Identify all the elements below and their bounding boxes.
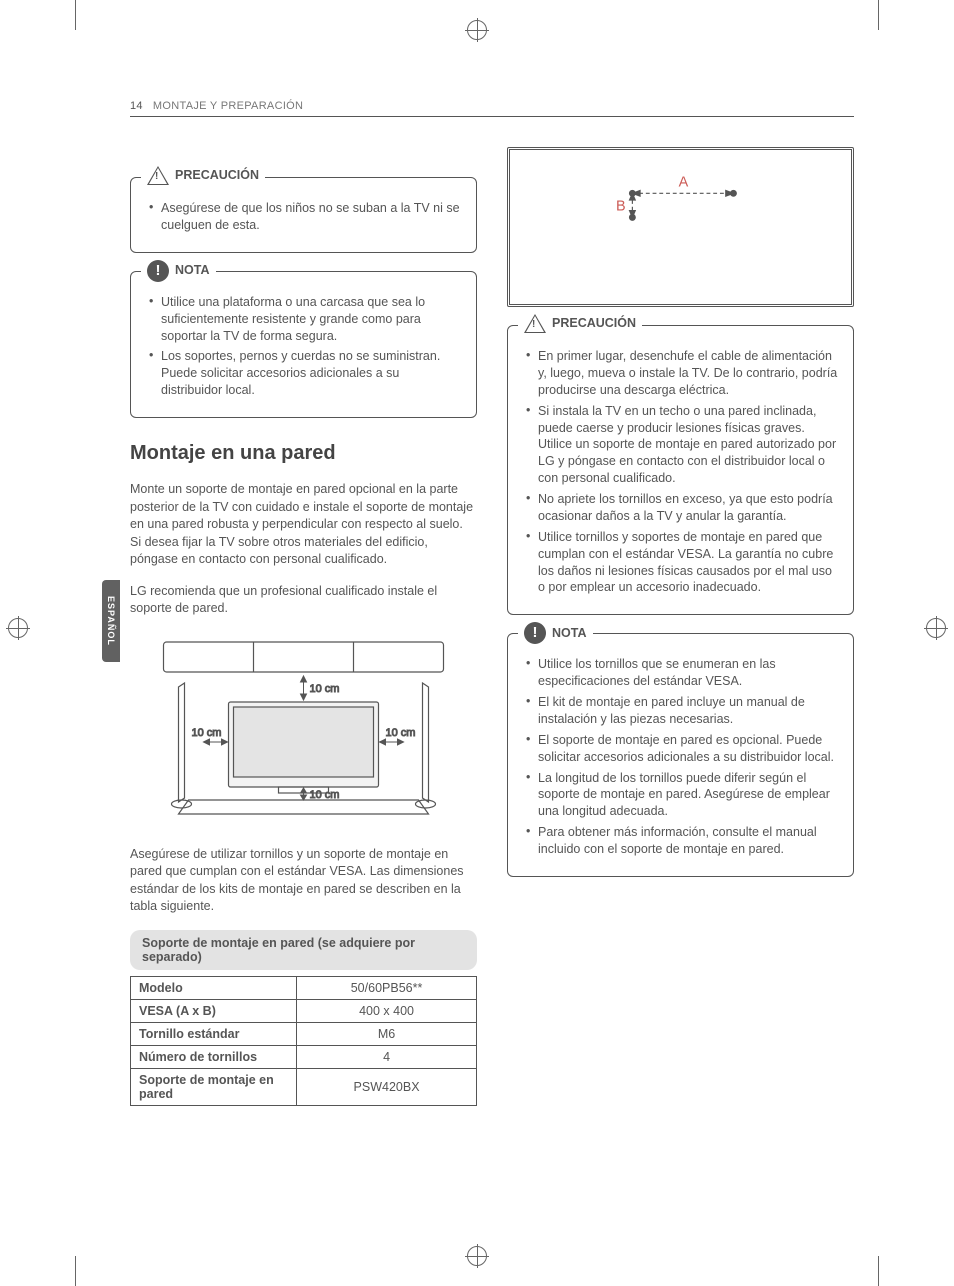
note-title: NOTA [175,262,210,279]
note-item: Utilice los tornillos que se enumeran en… [526,656,839,690]
language-tab: ESPAÑOL [102,580,120,662]
vesa-b-label: B [616,199,626,215]
note-item: El soporte de montaje en pared es opcion… [526,732,839,766]
note-item: La longitud de los tornillos puede difer… [526,770,839,821]
table-row: Soporte de montaje en paredPSW420BX [131,1068,477,1105]
spec-table: Modelo50/60PB56** VESA (A x B)400 x 400 … [130,976,477,1106]
caution-item: En primer lugar, desenchufe el cable de … [526,348,839,399]
vesa-a-label: A [679,175,689,191]
caution-box: ! PRECAUCIÓN En primer lugar, desenchufe… [507,325,854,615]
registration-mark [467,20,487,40]
table-row: VESA (A x B)400 x 400 [131,999,477,1022]
registration-mark [926,618,946,638]
page-number: 14 [130,100,143,112]
caution-title: PRECAUCIÓN [552,315,636,332]
crop-mark [75,0,76,30]
section-heading: Montaje en una pared [130,442,477,465]
note-item: El kit de montaje en pared incluye un ma… [526,694,839,728]
paragraph: Asegúrese de utilizar tornillos y un sop… [130,846,477,916]
note-icon: ! [524,622,546,644]
note-box: ! NOTA Utilice una plataforma o una carc… [130,271,477,418]
clearance-figure: 10 cm 10 cm 10 cm 10 cm [130,632,477,832]
caution-icon: ! [524,314,546,333]
note-item: Utilice una plataforma o una carcasa que… [149,294,462,345]
note-box: ! NOTA Utilice los tornillos que se enum… [507,633,854,877]
note-item: Los soportes, pernos y cuerdas no se sum… [149,348,462,399]
table-caption: Soporte de montaje en pared (se adquiere… [130,930,477,970]
paragraph: LG recomienda que un profesional cualifi… [130,583,477,618]
right-column: A B ! PRECAUCIÓN En primer lugar, desenc… [507,147,854,1106]
registration-mark [8,618,28,638]
paragraph: Monte un soporte de montaje en pared opc… [130,481,477,569]
table-row: Modelo50/60PB56** [131,976,477,999]
note-icon: ! [147,260,169,282]
caution-item: No apriete los tornillos en exceso, ya q… [526,491,839,525]
clearance-label: 10 cm [310,683,340,695]
page-body: 14 MONTAJE Y PREPARACIÓN ESPAÑOL ! PRECA… [130,100,854,1186]
vesa-figure: A B [507,147,854,307]
caution-item: Si instala la TV en un techo o una pared… [526,403,839,487]
table-row: Tornillo estándarM6 [131,1022,477,1045]
running-header: 14 MONTAJE Y PREPARACIÓN [130,100,854,117]
registration-mark [467,1246,487,1266]
clearance-label: 10 cm [192,727,222,739]
caution-title: PRECAUCIÓN [175,167,259,184]
caution-icon: ! [147,166,169,185]
left-column: ! PRECAUCIÓN Asegúrese de que los niños … [130,147,477,1106]
section-title: MONTAJE Y PREPARACIÓN [153,100,303,112]
caution-item: Asegúrese de que los niños no se suban a… [149,200,462,234]
caution-item: Utilice tornillos y soportes de montaje … [526,529,839,597]
note-title: NOTA [552,625,587,642]
clearance-label: 10 cm [386,727,416,739]
clearance-label: 10 cm [310,789,340,801]
crop-mark [878,0,879,30]
crop-mark [878,1256,879,1286]
caution-box: ! PRECAUCIÓN Asegúrese de que los niños … [130,177,477,253]
note-item: Para obtener más información, consulte e… [526,824,839,858]
table-row: Número de tornillos4 [131,1045,477,1068]
crop-mark [75,1256,76,1286]
